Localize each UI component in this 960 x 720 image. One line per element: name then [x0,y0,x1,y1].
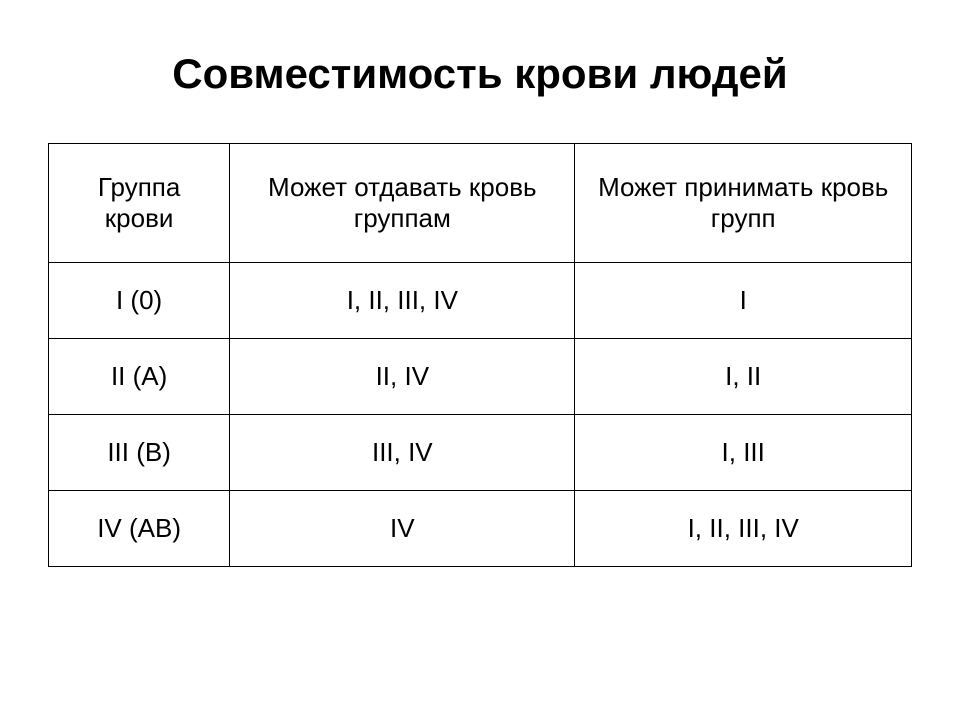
column-header-receive: Может принимать кровь групп [575,144,912,263]
table-row: III (B) III, IV I, III [49,415,912,491]
cell: IV (AB) [49,491,230,567]
table-header-row: Группа крови Может отдавать кровь группа… [49,144,912,263]
cell: I, II, III, IV [230,263,575,339]
column-header-group: Группа крови [49,144,230,263]
table-row: IV (AB) IV I, II, III, IV [49,491,912,567]
cell: I, II, III, IV [575,491,912,567]
cell: III, IV [230,415,575,491]
table-row: II (A) II, IV I, II [49,339,912,415]
cell: I (0) [49,263,230,339]
cell: II, IV [230,339,575,415]
table-row: I (0) I, II, III, IV I [49,263,912,339]
cell: I, II [575,339,912,415]
cell: III (B) [49,415,230,491]
cell: I [575,263,912,339]
column-header-donate: Может отдавать кровь группам [230,144,575,263]
cell: II (A) [49,339,230,415]
cell: I, III [575,415,912,491]
page-title: Совместимость крови людей [48,50,912,98]
blood-compatibility-table: Группа крови Может отдавать кровь группа… [48,143,912,567]
cell: IV [230,491,575,567]
